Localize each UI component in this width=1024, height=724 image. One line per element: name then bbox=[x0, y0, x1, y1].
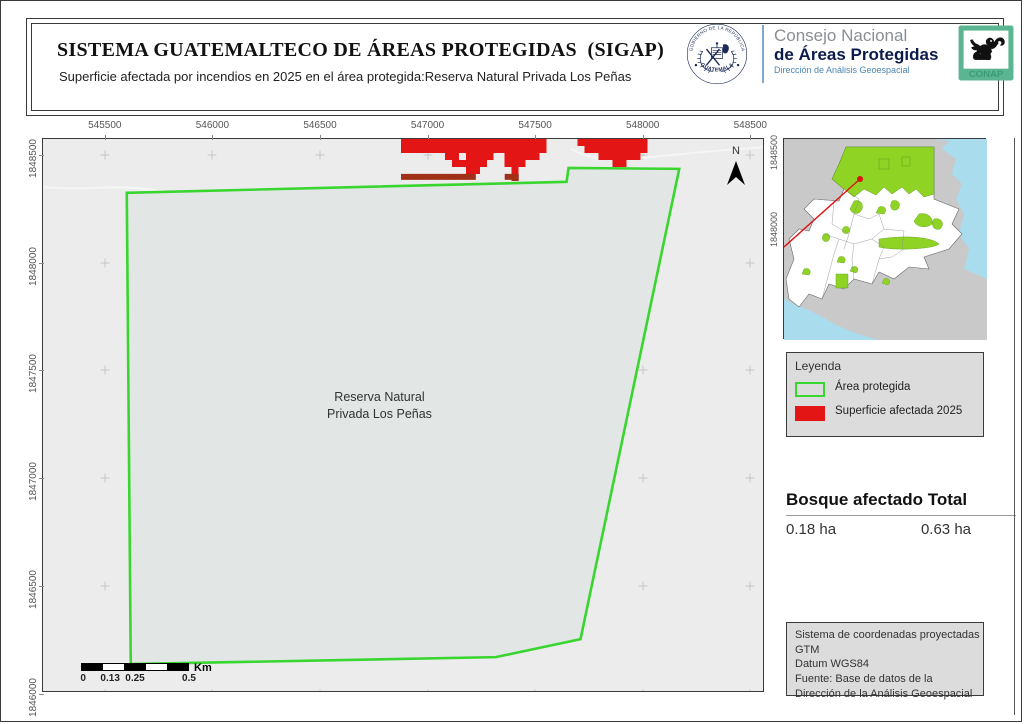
svg-text:GUATEMALA: GUATEMALA bbox=[699, 62, 735, 74]
svg-text:CONAP: CONAP bbox=[969, 69, 1004, 80]
